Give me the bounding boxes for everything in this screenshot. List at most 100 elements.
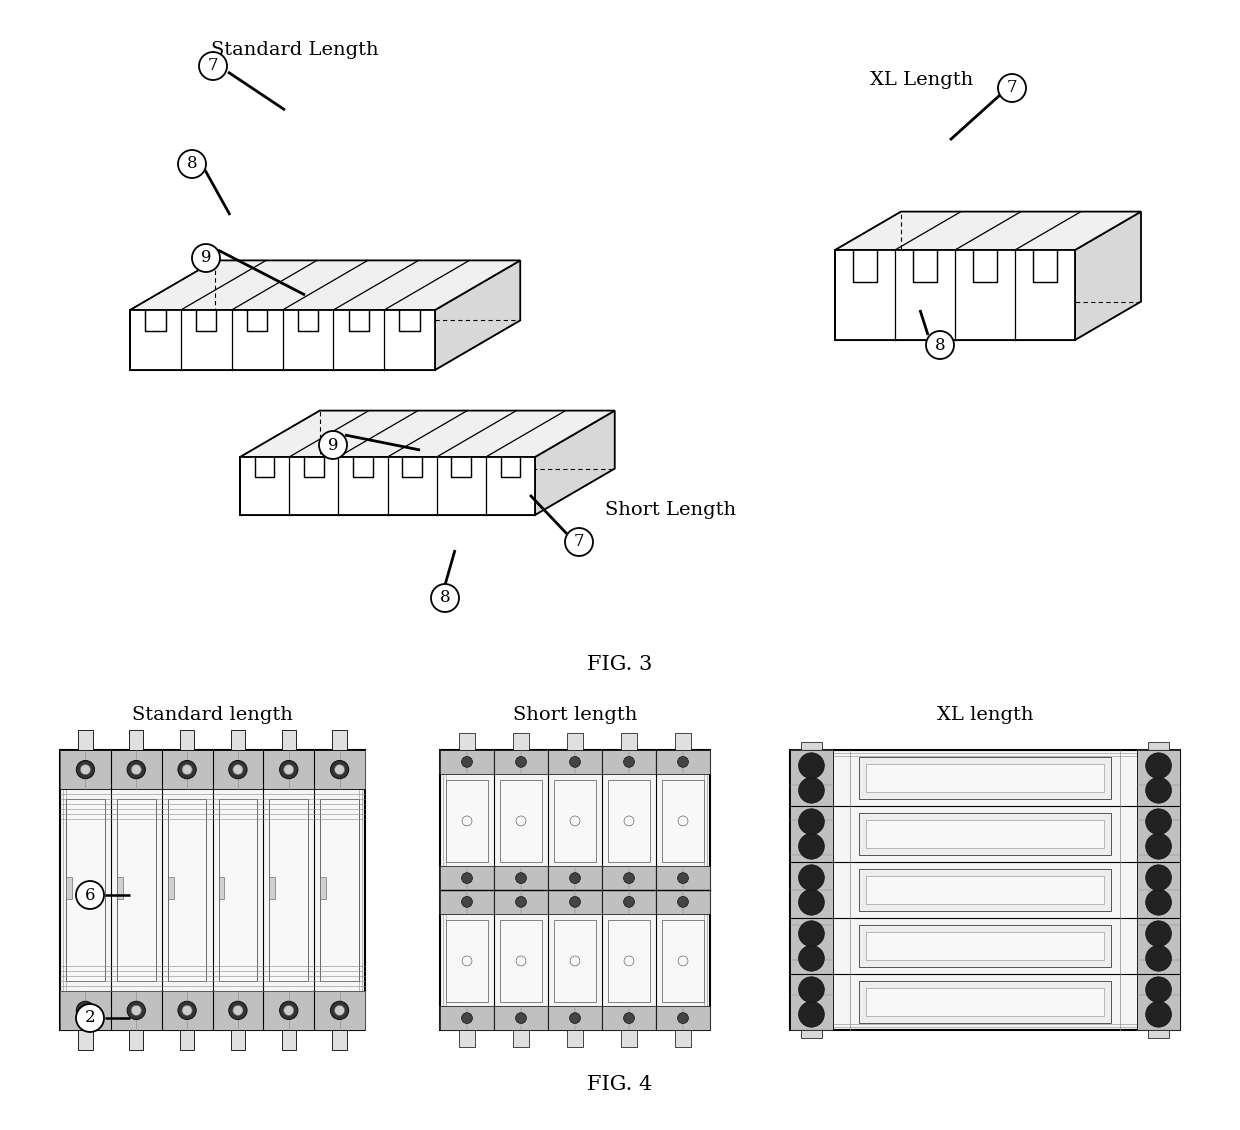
Circle shape xyxy=(228,1001,247,1019)
Text: 7: 7 xyxy=(574,533,584,550)
Circle shape xyxy=(461,756,472,767)
Circle shape xyxy=(1146,921,1172,947)
Circle shape xyxy=(677,756,688,767)
Circle shape xyxy=(1146,889,1172,915)
Text: XL Length: XL Length xyxy=(870,71,973,89)
Circle shape xyxy=(799,1001,825,1027)
Bar xyxy=(662,781,703,861)
Circle shape xyxy=(228,760,247,779)
Bar xyxy=(554,781,595,861)
Bar xyxy=(440,1006,711,1031)
Bar xyxy=(513,733,528,750)
Circle shape xyxy=(624,756,635,767)
Text: FIG. 3: FIG. 3 xyxy=(588,655,652,675)
Bar xyxy=(501,781,542,861)
Bar xyxy=(440,890,711,914)
Bar xyxy=(460,733,475,750)
Bar xyxy=(218,877,224,899)
Circle shape xyxy=(569,872,580,884)
Circle shape xyxy=(279,760,298,779)
Bar xyxy=(269,799,308,981)
Circle shape xyxy=(131,1006,141,1016)
Text: 8: 8 xyxy=(440,590,450,607)
Circle shape xyxy=(1146,753,1172,779)
Circle shape xyxy=(198,52,227,80)
Bar xyxy=(440,750,711,774)
Circle shape xyxy=(76,881,104,909)
Circle shape xyxy=(330,760,348,779)
Circle shape xyxy=(624,872,635,884)
Circle shape xyxy=(799,921,825,947)
Circle shape xyxy=(677,1012,688,1024)
Bar xyxy=(801,1031,822,1038)
Bar xyxy=(281,1031,296,1050)
Circle shape xyxy=(799,976,825,1002)
Circle shape xyxy=(799,753,825,779)
Circle shape xyxy=(182,1006,192,1016)
Bar xyxy=(790,750,1180,1031)
Text: 8: 8 xyxy=(935,337,945,354)
Bar xyxy=(129,730,144,750)
Bar xyxy=(460,1031,475,1046)
Bar xyxy=(129,1031,144,1050)
Bar xyxy=(269,877,275,899)
Bar xyxy=(167,799,206,981)
Bar xyxy=(554,920,595,1001)
Bar xyxy=(78,1031,93,1050)
Circle shape xyxy=(1146,809,1172,835)
Bar xyxy=(867,989,1104,1016)
Polygon shape xyxy=(130,260,521,310)
Circle shape xyxy=(799,864,825,890)
Circle shape xyxy=(233,765,243,775)
Text: Short length: Short length xyxy=(513,706,637,724)
Circle shape xyxy=(1146,864,1172,890)
Bar xyxy=(60,750,365,1031)
Circle shape xyxy=(77,1001,94,1019)
Circle shape xyxy=(569,1012,580,1024)
Text: Standard length: Standard length xyxy=(131,706,293,724)
Bar xyxy=(568,1031,583,1046)
Bar xyxy=(66,756,360,1024)
Bar xyxy=(794,753,1177,1027)
Bar xyxy=(1148,1031,1169,1038)
Circle shape xyxy=(461,872,472,884)
Bar xyxy=(676,1031,691,1046)
Polygon shape xyxy=(835,250,1075,340)
Bar xyxy=(446,781,487,861)
Bar xyxy=(218,799,257,981)
Circle shape xyxy=(126,760,145,779)
Bar xyxy=(440,867,711,890)
Circle shape xyxy=(799,777,825,803)
Circle shape xyxy=(284,1006,294,1016)
Bar xyxy=(676,733,691,750)
Circle shape xyxy=(799,946,825,971)
Circle shape xyxy=(998,73,1025,102)
Bar xyxy=(78,730,93,750)
Bar xyxy=(60,991,365,1031)
Text: 9: 9 xyxy=(327,436,339,453)
Bar xyxy=(117,799,155,981)
Text: 9: 9 xyxy=(201,250,211,267)
Bar xyxy=(180,1031,195,1050)
Bar xyxy=(446,756,704,1024)
Bar xyxy=(66,799,104,981)
Circle shape xyxy=(126,1001,145,1019)
Bar xyxy=(609,920,650,1001)
Bar xyxy=(332,1031,347,1050)
Text: FIG. 4: FIG. 4 xyxy=(588,1076,652,1095)
Circle shape xyxy=(926,331,954,359)
Circle shape xyxy=(516,872,527,884)
Circle shape xyxy=(516,1012,527,1024)
Text: Short Length: Short Length xyxy=(605,501,737,519)
Bar xyxy=(281,730,296,750)
Circle shape xyxy=(177,1001,196,1019)
Polygon shape xyxy=(435,260,521,370)
Bar xyxy=(867,820,1104,848)
Circle shape xyxy=(461,1012,472,1024)
Circle shape xyxy=(1146,976,1172,1002)
Bar xyxy=(621,1031,636,1046)
Bar xyxy=(858,869,1111,911)
Circle shape xyxy=(177,760,196,779)
Circle shape xyxy=(335,1006,345,1016)
Circle shape xyxy=(76,1003,104,1032)
